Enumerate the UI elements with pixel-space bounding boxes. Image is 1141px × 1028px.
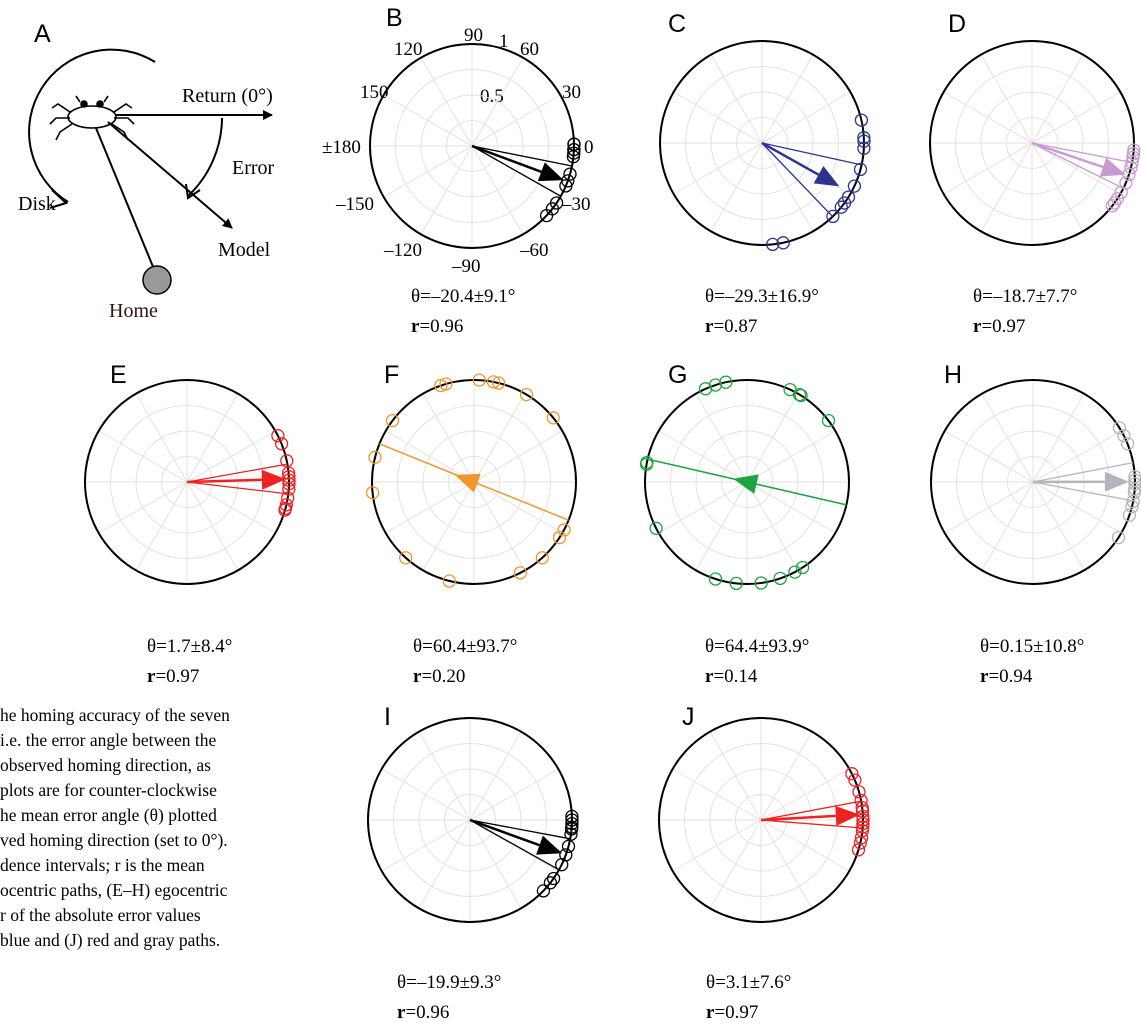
angle-label-30: 30 (562, 82, 581, 103)
panel-h-r: 0.94 (999, 666, 1032, 687)
panel-f-theta: θ=60.4±93.7° (413, 632, 517, 662)
polar-panel-c: C (660, 10, 870, 250)
polar-panel-i: I (368, 703, 578, 922)
mean-vector-i (470, 820, 540, 845)
disk-label: Disk (18, 193, 56, 215)
panel-g-r: 0.14 (724, 666, 757, 687)
mean-arrowhead-c (814, 166, 840, 186)
panel-letter-i: I (384, 703, 391, 731)
panel-letter-c: C (668, 10, 686, 38)
panel-e-stats: θ=1.7±8.4° r=0.97 (147, 632, 232, 692)
panel-g-theta: θ=64.4±93.9° (705, 632, 809, 662)
home-label: Home (109, 300, 158, 322)
caption-line: ved homing direction (set to 0°). (0, 828, 322, 853)
mean-arrowhead-h (1105, 472, 1129, 492)
panel-j-r: 0.97 (725, 1002, 758, 1023)
caption-line: dence intervals; r is the mean (0, 853, 322, 878)
panel-b-stats: θ=–20.4±9.1° r=0.96 (411, 282, 515, 342)
panel-d-r: 0.97 (992, 316, 1025, 337)
error-label: Error (232, 157, 275, 179)
r-symbol: r (980, 666, 988, 687)
panel-letter-a: A (34, 20, 51, 48)
r-symbol: r (411, 316, 419, 337)
mean-arrowhead-g (733, 474, 759, 494)
panel-h-theta: θ=0.15±10.8° (980, 632, 1084, 662)
confidence-line-i (470, 820, 570, 839)
angle-label-180: ±180 (322, 137, 361, 158)
caption-line: blue and (J) red and gray paths. (0, 928, 322, 953)
r-symbol: r (705, 666, 713, 687)
angle-label-minus-120: –120 (383, 240, 422, 261)
mean-vector-b (472, 146, 541, 172)
panel-g-stats: θ=64.4±93.9° r=0.14 (705, 632, 809, 692)
model-label: Model (218, 239, 271, 261)
caption-line: plots are for counter-clockwise (0, 778, 322, 803)
angle-label-minus-150: –150 (335, 194, 374, 215)
return-label: Return (0°) (182, 85, 273, 107)
panel-letter-b: B (386, 4, 403, 32)
error-angle-arc (188, 118, 222, 196)
panel-letter-g: G (668, 361, 687, 389)
polar-panel-e: E (85, 361, 295, 584)
panel-letter-e: E (110, 361, 127, 389)
panel-f-stats: θ=60.4±93.7° r=0.20 (413, 632, 517, 692)
caption-line: he mean error angle (θ) plotted (0, 803, 322, 828)
polar-panel-f: F (367, 361, 576, 587)
panel-i-r: 0.96 (416, 1002, 449, 1023)
panel-i-stats: θ=–19.9±9.3° r=0.96 (397, 968, 501, 1028)
figure-caption: he homing accuracy of the seven i.e. the… (0, 703, 322, 953)
confidence-line-b (472, 146, 572, 166)
r-symbol: r (706, 1002, 714, 1023)
r-symbol: r (705, 316, 713, 337)
panel-a-schematic: A Return (0°) Error Disk Model Home (18, 20, 275, 322)
home-marker-icon (143, 266, 171, 294)
panel-f-r: 0.20 (432, 666, 465, 687)
home-path-line (96, 128, 156, 274)
panel-e-r: 0.97 (166, 666, 199, 687)
r-symbol: r (147, 666, 155, 687)
mean-arrowhead-i (536, 836, 562, 855)
panel-d-theta: θ=–18.7±7.7° (973, 282, 1077, 312)
angle-label-minus-60: –60 (519, 240, 549, 261)
panel-e-theta: θ=1.7±8.4° (147, 632, 232, 662)
angle-label-0: 0 (584, 137, 594, 158)
mean-arrowhead-f (455, 474, 481, 493)
panel-letter-d: D (948, 10, 966, 38)
model-arrow (108, 122, 232, 228)
angle-label-120: 120 (394, 39, 423, 60)
panel-b-r: 0.96 (430, 316, 463, 337)
panel-letter-f: F (384, 361, 399, 389)
polar-axis-labels: 90 120 60 150 30 ±180 0 –150 –30 –120 –6… (322, 25, 594, 277)
panel-h-stats: θ=0.15±10.8° r=0.94 (980, 632, 1084, 692)
panel-i-theta: θ=–19.9±9.3° (397, 968, 501, 998)
panel-d-stats: θ=–18.7±7.7° r=0.97 (973, 282, 1077, 342)
panel-b-theta: θ=–20.4±9.1° (411, 282, 515, 312)
r-symbol: r (413, 666, 421, 687)
polar-panel-h: H (931, 361, 1141, 584)
panel-c-theta: θ=–29.3±16.9° (705, 282, 819, 312)
polar-panel-j: J (659, 703, 869, 922)
angle-label-minus-30: –30 (561, 194, 591, 215)
polar-panel-g: G (641, 361, 850, 589)
panel-c-stats: θ=–29.3±16.9° r=0.87 (705, 282, 819, 342)
caption-line: ocentric paths, (E–H) egocentric (0, 878, 322, 903)
panel-letter-h: H (944, 361, 962, 389)
panel-j-theta: θ=3.1±7.6° (706, 968, 791, 998)
panel-c-r: 0.87 (724, 316, 757, 337)
r-symbol: r (973, 316, 981, 337)
angle-label-90: 90 (464, 25, 483, 46)
mean-arrowhead-b (538, 162, 564, 181)
caption-line: i.e. the error angle between the (0, 728, 322, 753)
caption-line: he homing accuracy of the seven (0, 703, 322, 728)
caption-line: observed homing direction, as (0, 753, 322, 778)
angle-label-minus-90: –90 (451, 256, 481, 277)
r-symbol: r (397, 1002, 405, 1023)
polar-panel-d: D (930, 10, 1140, 245)
panel-letter-j: J (682, 703, 695, 731)
panel-j-stats: θ=3.1±7.6° r=0.97 (706, 968, 791, 1028)
caption-line: r of the absolute error values (0, 903, 322, 928)
confidence-line-c (762, 143, 862, 165)
